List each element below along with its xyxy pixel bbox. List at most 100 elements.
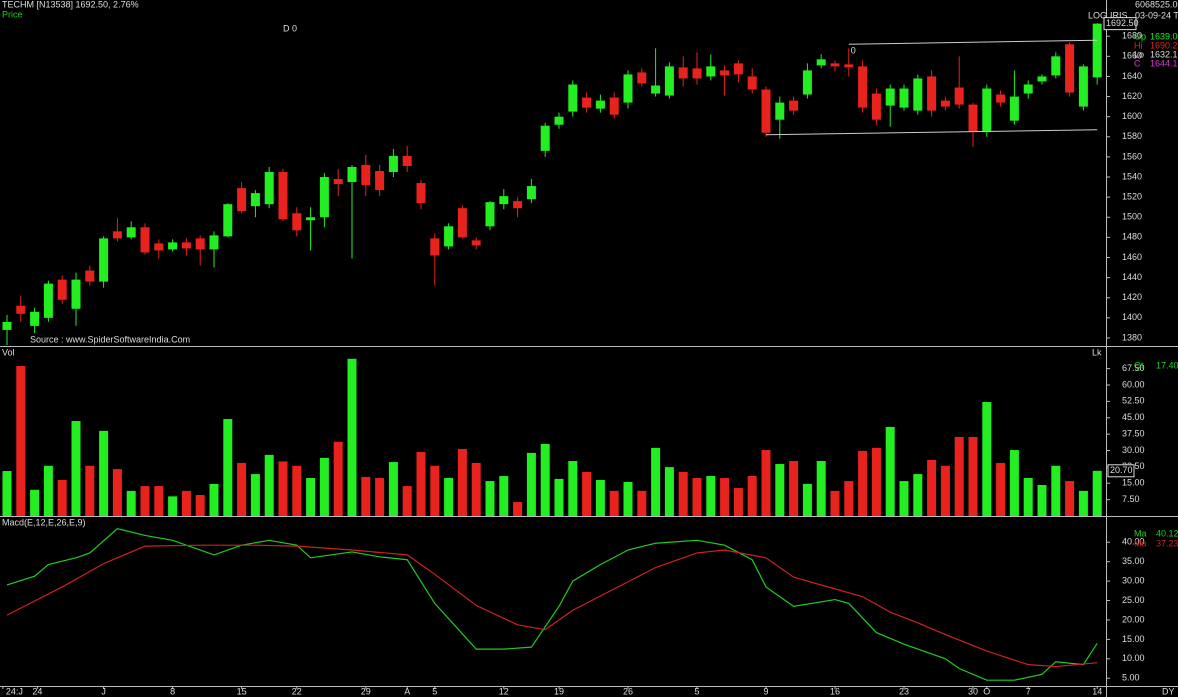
volume-bar [16,365,26,516]
volume-bar [209,483,219,516]
candle-body [264,171,274,205]
volume-bar [375,478,385,516]
candle-body [513,201,523,209]
volume-bar [237,462,247,516]
candle-body [582,97,592,108]
volume-bar [844,481,854,516]
y-tick-label: 1440 [1122,272,1142,282]
candle-body [913,78,923,111]
volume-bar [513,502,523,516]
volume-bar [830,490,840,516]
x-tick-label: 5 [432,686,437,696]
qt-label: Qt [1134,360,1144,370]
candle-body [43,283,53,318]
volume-bar [761,450,771,516]
x-tick-label: 15 [237,686,247,696]
legend-value: 1639.00 [1150,31,1178,41]
candle-body [692,68,702,79]
volume-bar [347,358,357,516]
volume-bar [2,471,12,516]
y-tick-label: 1420 [1122,292,1142,302]
x-tick-label: 9 [763,686,768,696]
volume-bar [319,457,329,516]
candle-body [250,193,260,207]
candle-body [540,125,550,151]
legend-value: 1644.10 [1150,58,1178,68]
y-tick-label: 1460 [1122,252,1142,262]
volume-bar [816,460,826,516]
candle-body [30,311,40,326]
candle-body [747,76,757,90]
y-tick-label: 60.00 [1122,379,1145,389]
volume-bar [292,465,302,516]
volume-bar [885,426,895,516]
volume-bar [30,489,40,516]
volume-bar [871,447,881,516]
y-tick-label: 67.50 [1122,363,1145,373]
y-tick-label: 7.50 [1122,494,1140,504]
period: DY [1162,686,1175,696]
log-flag: LOG [1088,10,1107,20]
x-tick-label: 26 [623,686,633,696]
candle-body [306,217,316,221]
x-tick-label: 29 [361,686,371,696]
macd-line [6,527,1098,681]
x-tick-label: 5 [694,686,699,696]
symbol: TECHM [N13538] 1692.50, 2.76% [2,0,139,9]
candle-body [499,196,509,205]
candle-body [416,183,426,204]
candle-body [623,74,633,103]
candle-body [761,89,771,133]
volume-bar [181,490,191,516]
trendline-label: 0 [851,46,856,56]
volume-bar [554,478,564,516]
unit: Lk [1092,347,1102,357]
candle-body [706,66,716,77]
qt-value: 17.40 [1156,360,1178,370]
legend-value: 37.23 [1156,538,1178,548]
legend-value: 1632.10 [1150,49,1178,59]
candle-body [375,170,385,191]
y-tick-label: 1620 [1122,91,1142,101]
candle-body [292,213,302,231]
x-tick-label: 22 [292,686,302,696]
y-tick-label: 1400 [1122,312,1142,322]
volume-bar [195,495,205,516]
candle-body [844,64,854,68]
volume-bar [996,462,1006,516]
volume-bar [140,486,150,516]
candle-body [1009,96,1019,121]
candle-body [195,238,205,250]
date: 03-09-24 Tu [1135,10,1178,20]
candle-body [609,97,619,115]
candle-body [278,171,288,220]
panel-title: Vol [2,347,15,357]
volume-bar [747,476,757,516]
volume-bar [112,469,122,516]
x-tick-label: 30 [968,686,978,696]
volume-bar [1009,450,1019,516]
iris: IRIS [1110,10,1128,20]
y-tick-label: 5.00 [1122,673,1140,683]
volume-bar [1037,484,1047,516]
candle-body [1037,76,1047,82]
volume-bar [388,462,398,516]
candle-body [71,279,81,309]
volume-bar [526,452,536,516]
x-tick-label: 8 [170,686,175,696]
candle-body [996,94,1006,103]
candle-body [209,235,219,250]
volume-bar [223,419,233,516]
candle-body [430,238,440,256]
volume-bar [789,460,799,516]
y-tick-label: 30.00 [1122,445,1145,455]
legend-value: 40.12 [1156,528,1178,538]
x-tick-label: 19 [554,686,564,696]
y-tick-label: 15.00 [1122,634,1145,644]
x-tick-label: 7 [1026,686,1031,696]
last-volume: 20.70 [1110,465,1133,475]
candle-body [871,93,881,120]
candle-body [720,70,730,76]
volume-bar [568,460,578,516]
